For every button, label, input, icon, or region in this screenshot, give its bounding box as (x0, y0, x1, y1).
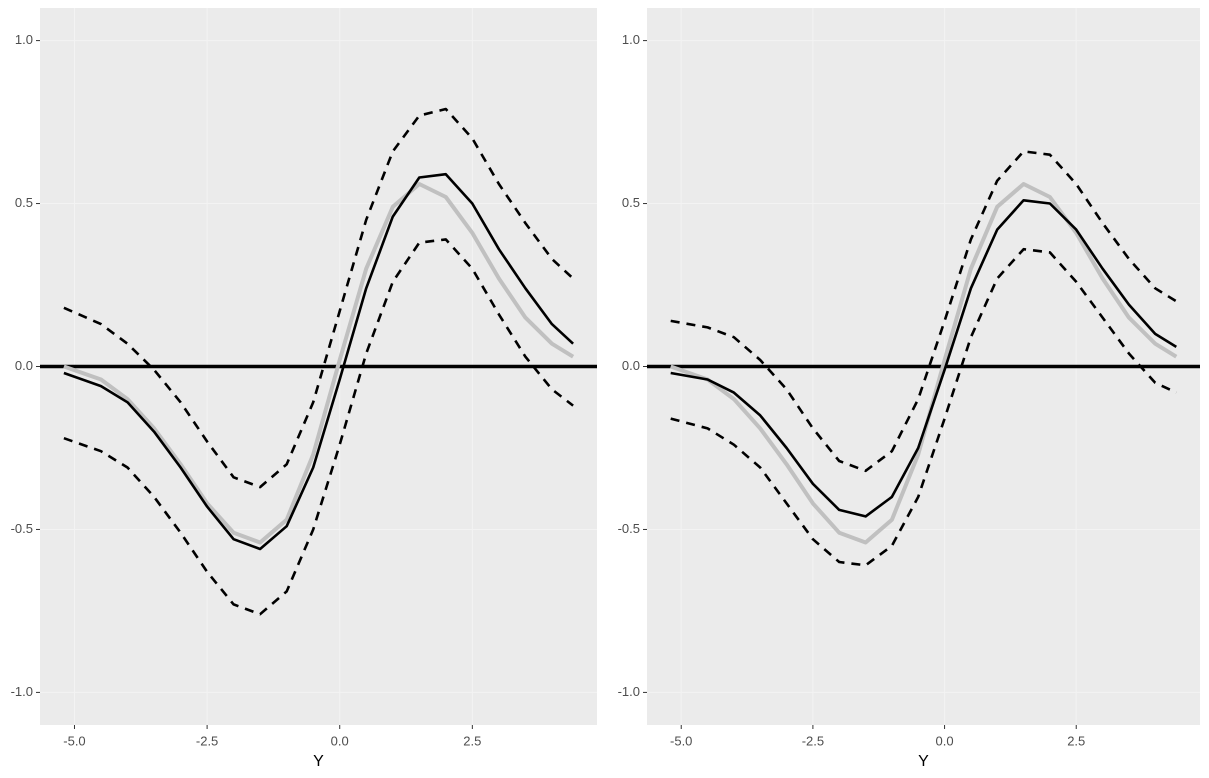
x-axis-title: Y (918, 753, 929, 770)
x-tick-label: 0.0 (936, 733, 954, 748)
x-axis-title: Y (313, 753, 324, 770)
x-tick-label: 0.0 (331, 733, 349, 748)
x-tick-label: -5.0 (63, 733, 85, 748)
line-series (63, 182, 575, 545)
y-tick-label: 0.5 (15, 195, 33, 210)
y-tick-label: 0.5 (622, 195, 640, 210)
x-tick-label: -2.5 (802, 733, 824, 748)
line-series (63, 238, 574, 616)
y-tick-label: 0.0 (622, 358, 640, 373)
y-tick-label: 1.0 (15, 32, 33, 47)
line-series (63, 107, 574, 489)
line-series (63, 172, 574, 551)
y-tick-label: 0.0 (15, 358, 33, 373)
y-tick-label: -1.0 (11, 684, 33, 699)
x-tick-label: -2.5 (196, 733, 218, 748)
y-tick-label: -0.5 (11, 521, 33, 536)
line-series (670, 150, 1177, 473)
line-series (670, 199, 1177, 518)
x-tick-label: -5.0 (670, 733, 692, 748)
y-tick-label: -0.5 (618, 521, 640, 536)
y-tick-label: -1.0 (618, 684, 640, 699)
y-tick-label: 1.0 (622, 32, 640, 47)
x-tick-label: 2.5 (1067, 733, 1085, 748)
x-tick-label: 2.5 (463, 733, 481, 748)
